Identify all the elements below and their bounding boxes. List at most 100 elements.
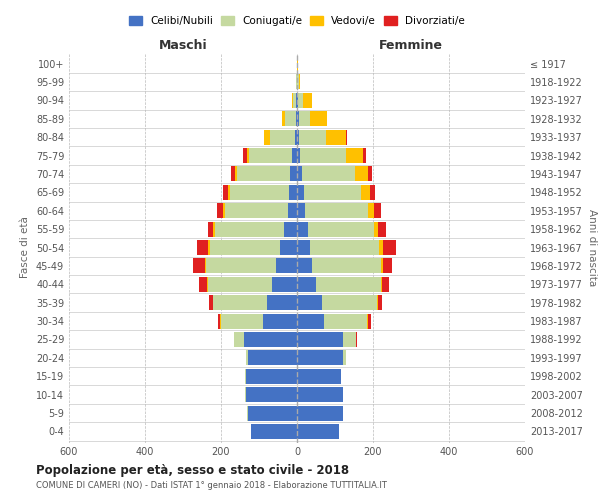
Bar	[297, 203, 305, 218]
Bar	[228, 185, 230, 200]
Bar	[297, 368, 341, 384]
Bar	[297, 424, 339, 439]
Bar	[197, 240, 208, 255]
Bar	[208, 277, 272, 292]
Bar	[367, 314, 368, 328]
Bar	[207, 277, 208, 292]
Bar	[282, 111, 285, 126]
Bar	[296, 111, 297, 126]
Bar	[297, 387, 343, 402]
Bar	[280, 240, 297, 255]
Bar	[297, 277, 316, 292]
Bar	[237, 166, 290, 182]
Bar	[297, 130, 299, 144]
Bar	[244, 332, 297, 347]
Bar	[208, 222, 214, 236]
Bar	[312, 258, 380, 274]
Bar	[297, 258, 312, 274]
Bar	[235, 166, 237, 182]
Bar	[308, 222, 374, 236]
Bar	[235, 332, 244, 347]
Bar	[298, 74, 299, 90]
Bar	[290, 166, 297, 182]
Bar	[297, 222, 308, 236]
Bar	[233, 332, 235, 347]
Bar	[380, 258, 383, 274]
Bar	[383, 240, 396, 255]
Text: Femmine: Femmine	[379, 38, 443, 52]
Bar	[299, 111, 310, 126]
Bar	[223, 203, 225, 218]
Bar	[272, 277, 297, 292]
Bar	[380, 277, 382, 292]
Bar	[209, 295, 212, 310]
Bar	[302, 166, 355, 182]
Bar	[297, 350, 343, 366]
Bar	[356, 332, 358, 347]
Bar	[251, 424, 297, 439]
Bar	[205, 258, 206, 274]
Bar	[299, 74, 301, 90]
Bar	[323, 314, 367, 328]
Bar	[300, 148, 346, 163]
Bar	[370, 185, 375, 200]
Bar	[193, 258, 205, 274]
Bar	[292, 93, 293, 108]
Bar	[361, 185, 370, 200]
Bar	[243, 148, 247, 163]
Bar	[208, 240, 209, 255]
Bar	[304, 185, 361, 200]
Bar	[297, 332, 343, 347]
Bar	[374, 203, 380, 218]
Bar	[346, 130, 347, 144]
Text: Maschi: Maschi	[158, 38, 208, 52]
Bar	[322, 295, 377, 310]
Bar	[292, 148, 297, 163]
Bar	[346, 148, 363, 163]
Bar	[297, 406, 343, 420]
Legend: Celibi/Nubili, Coniugati/e, Vedovi/e, Divorziati/e: Celibi/Nubili, Coniugati/e, Vedovi/e, Di…	[126, 13, 468, 30]
Bar	[218, 314, 220, 328]
Bar	[246, 350, 248, 366]
Bar	[343, 350, 346, 366]
Bar	[296, 93, 297, 108]
Bar	[297, 148, 300, 163]
Bar	[249, 148, 292, 163]
Bar	[263, 314, 297, 328]
Bar	[297, 93, 298, 108]
Bar	[246, 387, 297, 402]
Bar	[325, 130, 346, 144]
Bar	[377, 295, 382, 310]
Bar	[343, 332, 356, 347]
Bar	[221, 314, 263, 328]
Bar	[270, 130, 295, 144]
Bar	[297, 185, 304, 200]
Bar	[199, 277, 207, 292]
Bar	[265, 130, 270, 144]
Bar	[310, 240, 379, 255]
Bar	[289, 185, 297, 200]
Bar	[220, 314, 221, 328]
Bar	[215, 222, 284, 236]
Bar	[285, 111, 296, 126]
Bar	[297, 295, 322, 310]
Bar	[246, 368, 297, 384]
Bar	[276, 258, 297, 274]
Bar	[266, 295, 297, 310]
Bar	[355, 166, 368, 182]
Bar	[214, 222, 215, 236]
Bar	[284, 222, 297, 236]
Bar	[297, 111, 299, 126]
Bar	[212, 295, 214, 310]
Bar	[231, 166, 235, 182]
Bar	[287, 203, 297, 218]
Bar	[297, 314, 323, 328]
Y-axis label: Fasce di età: Fasce di età	[20, 216, 30, 278]
Text: Popolazione per età, sesso e stato civile - 2018: Popolazione per età, sesso e stato civil…	[36, 464, 349, 477]
Bar	[295, 130, 297, 144]
Bar	[305, 203, 368, 218]
Bar	[225, 203, 287, 218]
Bar	[368, 314, 371, 328]
Bar	[206, 258, 276, 274]
Bar	[379, 240, 383, 255]
